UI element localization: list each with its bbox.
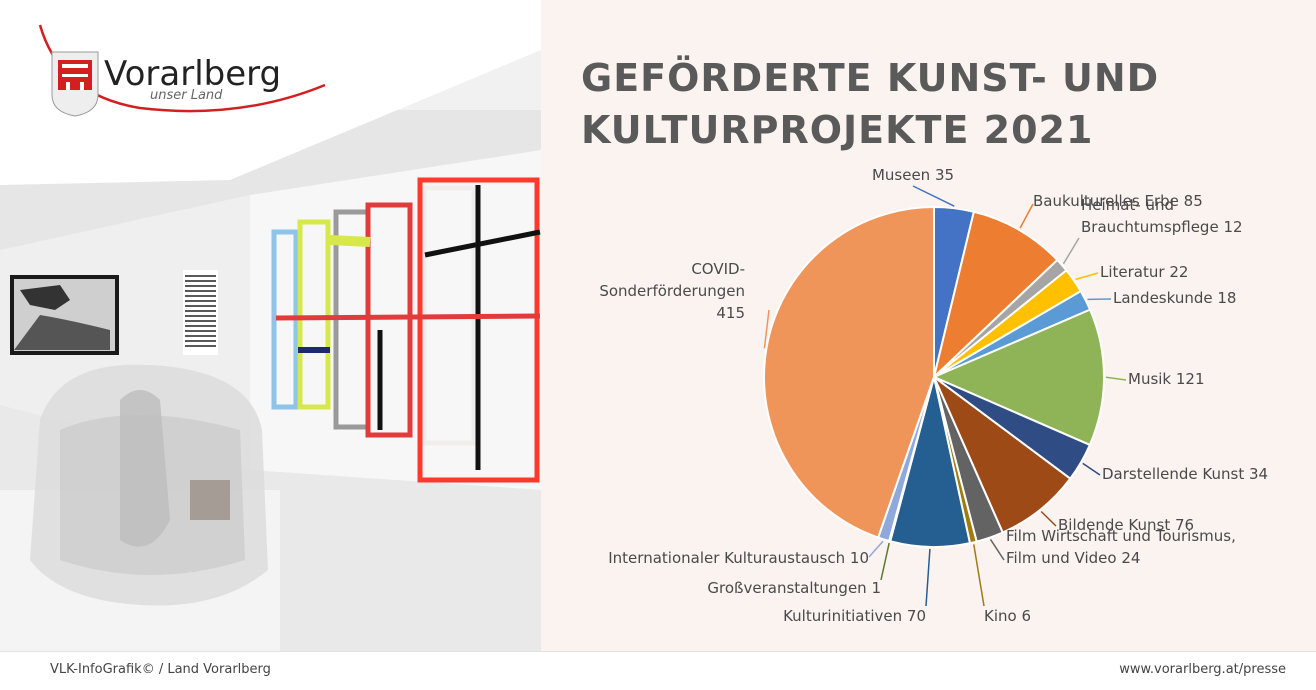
leader-line-7 <box>1083 463 1100 475</box>
logo-tagline: unser Land <box>150 88 223 103</box>
data-label-11: Kulturinitiativen 70 <box>783 607 926 625</box>
data-label-13: Internationaler Kulturaustausch 10 <box>608 549 869 567</box>
chart-panel: GEFÖRDERTE KUNST- UND KULTURPROJEKTE 202… <box>541 0 1316 651</box>
data-label-9: Film Wirtschaft und Tourismus,Film und V… <box>1006 527 1236 567</box>
data-label-5: Landeskunde 18 <box>1113 289 1236 307</box>
leader-line-8 <box>1041 512 1056 526</box>
leader-line-2 <box>1020 204 1033 228</box>
leader-line-6 <box>1106 377 1126 380</box>
data-label-12: Großveranstaltungen 1 <box>707 579 881 597</box>
leader-line-9 <box>991 539 1004 560</box>
leader-line-13 <box>869 541 883 557</box>
coat-of-arms-icon <box>52 52 98 116</box>
footer-credit: VLK-InfoGrafik© / Land Vorarlberg <box>50 662 271 677</box>
data-label-6: Musik 121 <box>1128 370 1205 388</box>
leader-line-3 <box>1063 238 1079 264</box>
data-label-1: Museen 35 <box>872 166 954 184</box>
gallery-photo: Vorarlberg unser Land <box>0 0 541 651</box>
leader-line-10 <box>974 544 984 606</box>
data-label-4: Literatur 22 <box>1100 263 1188 281</box>
footer-url[interactable]: www.vorarlberg.at/presse <box>1119 662 1286 677</box>
data-label-7: Darstellende Kunst 34 <box>1102 465 1268 483</box>
leader-line-1 <box>913 186 954 206</box>
leader-line-12 <box>881 543 889 580</box>
leader-line-11 <box>926 549 930 606</box>
data-label-10: Kino 6 <box>984 607 1031 625</box>
leader-line-4 <box>1076 273 1098 279</box>
footer: VLK-InfoGrafik© / Land Vorarlberg www.vo… <box>0 651 1316 690</box>
logo-banner: Vorarlberg unser Land <box>0 0 541 185</box>
